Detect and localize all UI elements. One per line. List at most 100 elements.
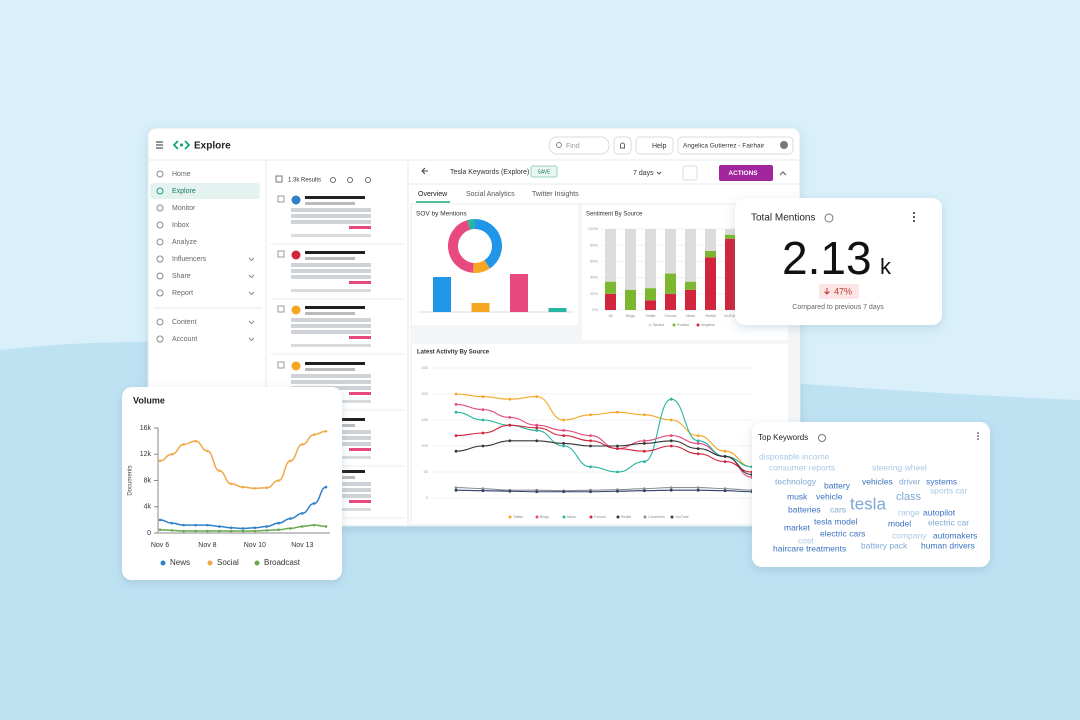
row-text xyxy=(305,312,355,315)
legend-swatch xyxy=(696,323,700,327)
logo-icon xyxy=(172,140,191,150)
stacked-bar-segment xyxy=(625,289,636,310)
nav-icon xyxy=(156,255,164,263)
y-tick-label: 16k xyxy=(140,425,152,432)
info-icon xyxy=(818,434,826,442)
keyword[interactable]: cars xyxy=(830,504,846,514)
keyword[interactable]: cost xyxy=(798,535,814,545)
line-point xyxy=(723,449,727,453)
keyword[interactable]: vehicles xyxy=(862,476,893,486)
keyword[interactable]: musk xyxy=(787,491,808,501)
line-point xyxy=(194,529,197,533)
keyword[interactable]: disposable income xyxy=(759,451,830,461)
line-point xyxy=(696,434,700,437)
nav-item[interactable]: Home xyxy=(172,171,191,178)
down-arrow xyxy=(824,288,830,295)
nav-icon xyxy=(156,238,164,246)
keyword[interactable]: technology xyxy=(775,476,817,486)
line-point xyxy=(669,439,673,443)
keyword[interactable]: battery pack xyxy=(861,540,908,550)
nav-item[interactable]: Influencers xyxy=(172,256,207,263)
keyword[interactable]: market xyxy=(784,522,811,532)
keyword[interactable]: company xyxy=(892,530,927,540)
nav-item[interactable]: Content xyxy=(172,319,197,326)
menu-icon xyxy=(156,141,163,149)
row-text xyxy=(305,368,355,371)
tab[interactable]: Social Analytics xyxy=(466,191,515,198)
line-point xyxy=(723,455,727,458)
keyword[interactable]: autopilot xyxy=(923,507,956,517)
nav-item[interactable]: Account xyxy=(172,336,197,343)
nav-item[interactable]: Explore xyxy=(172,188,196,195)
help-button[interactable]: Help xyxy=(652,143,667,150)
nav-item[interactable]: Monitor xyxy=(172,205,196,212)
tab[interactable]: Overview xyxy=(418,191,448,198)
line-point xyxy=(265,525,269,528)
legend-label: Reddit xyxy=(621,515,631,519)
card xyxy=(752,422,990,567)
keyword[interactable]: automakers xyxy=(933,530,977,540)
date-range[interactable]: 7 days xyxy=(633,170,654,177)
keyword[interactable]: steering wheel xyxy=(872,462,927,472)
row-text xyxy=(291,330,371,334)
line-point xyxy=(481,431,485,435)
keyword[interactable]: sports car xyxy=(930,485,967,495)
change-badge xyxy=(819,284,859,299)
actions-button xyxy=(719,165,773,181)
app-logo: Explore xyxy=(194,141,231,152)
line-point xyxy=(170,529,174,532)
row-text xyxy=(291,380,371,384)
info-icon xyxy=(824,213,834,223)
line-point xyxy=(206,529,209,533)
row-text xyxy=(305,362,365,365)
line-point xyxy=(206,449,209,453)
keyword[interactable]: systems xyxy=(926,476,957,486)
keyword[interactable]: electric car xyxy=(928,517,969,527)
keyword[interactable]: batteries xyxy=(788,504,821,514)
stacked-bar-segment xyxy=(645,300,656,310)
line-series xyxy=(455,393,753,468)
line-point xyxy=(241,529,245,533)
line-point xyxy=(508,423,512,427)
keyword[interactable]: tesla xyxy=(850,494,886,513)
user-name[interactable]: Angelica Gutierrez - Fairhair xyxy=(683,143,765,150)
line-point xyxy=(289,517,292,520)
query-title: Tesla Keywords (Explore) xyxy=(450,169,529,176)
keyword[interactable]: range xyxy=(898,507,920,517)
actions-button[interactable]: ACTIONS xyxy=(728,170,758,177)
keyword[interactable]: class xyxy=(896,491,922,503)
donut-segment xyxy=(474,219,502,269)
nav-item[interactable]: Inbox xyxy=(172,222,190,229)
bar xyxy=(433,277,451,312)
keyword[interactable]: tesla model xyxy=(814,516,858,526)
search-box xyxy=(548,136,610,155)
nav-item[interactable]: Share xyxy=(172,273,191,280)
keyword[interactable]: model xyxy=(888,518,911,528)
keyword[interactable]: driver xyxy=(899,476,920,486)
keyword[interactable]: battery xyxy=(824,480,851,490)
search-input[interactable]: Find xyxy=(566,143,580,150)
y-tick-label: 20% xyxy=(590,291,598,296)
keyword[interactable]: electric cars xyxy=(820,528,865,538)
nav-item[interactable]: Report xyxy=(172,290,193,297)
line-point xyxy=(696,488,700,492)
keyword[interactable]: human drivers xyxy=(921,540,975,550)
nav-item[interactable]: Analyze xyxy=(172,239,197,246)
y-tick-label: 40% xyxy=(590,275,598,280)
line-point xyxy=(170,521,174,525)
line-point xyxy=(324,525,328,528)
help-button xyxy=(635,136,674,155)
format-button xyxy=(682,165,698,181)
row-tag xyxy=(349,281,371,284)
keyword[interactable]: haircare treatments xyxy=(773,543,846,553)
keyword[interactable]: consumer reports xyxy=(769,462,835,472)
chevron xyxy=(248,274,255,279)
legend-swatch xyxy=(207,560,213,566)
stacked-bar-segment xyxy=(705,229,716,251)
save-button[interactable]: SAVE xyxy=(538,169,552,175)
line-point xyxy=(481,444,485,448)
line-point xyxy=(508,489,512,493)
tab[interactable]: Twitter Insights xyxy=(532,191,579,198)
keyword[interactable]: vehicle xyxy=(816,491,843,501)
nav-icon xyxy=(156,187,164,195)
